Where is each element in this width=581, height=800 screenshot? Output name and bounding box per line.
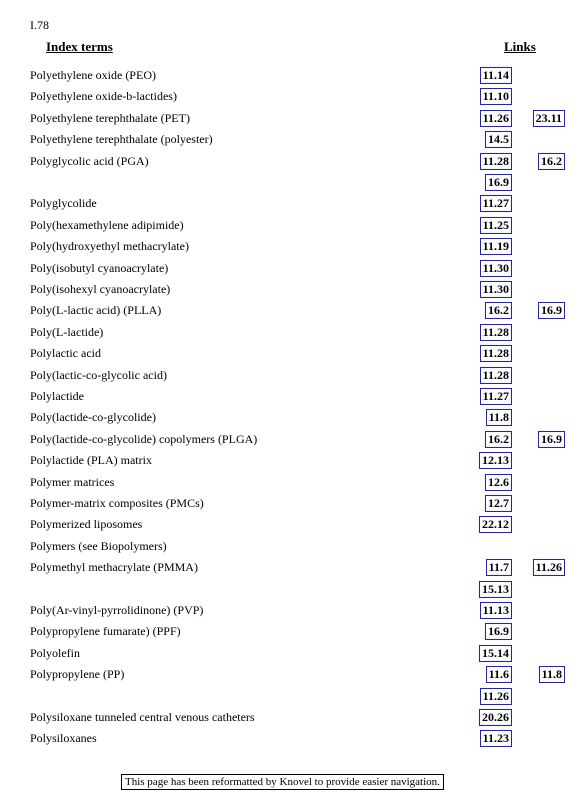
page-link[interactable]: 16.2 bbox=[538, 152, 565, 170]
index-term: Poly(lactide-co-glycolide) bbox=[30, 410, 156, 425]
index-term: Polylactide (PLA) matrix bbox=[30, 453, 152, 468]
index-term: Polyethylene oxide (PEO) bbox=[30, 68, 156, 82]
index-term: Poly(Ar-vinyl-pyrrolidinone) (PVP) bbox=[30, 603, 204, 617]
index-term: Polypropylene fumarate) (PPF) bbox=[30, 624, 181, 639]
page-link[interactable]: 22.12 bbox=[479, 516, 512, 534]
page-link[interactable]: 11.19 bbox=[479, 238, 512, 256]
page-link[interactable]: 11.25 bbox=[479, 216, 512, 234]
page-link[interactable]: 11.28 bbox=[479, 366, 512, 384]
page-link[interactable]: 20.26 bbox=[479, 709, 512, 726]
page-link[interactable]: 11.26 bbox=[479, 109, 512, 127]
links-heading: Links bbox=[504, 39, 536, 54]
page-link[interactable]: 11.14 bbox=[479, 67, 512, 84]
page-link[interactable]: 16.9 bbox=[485, 174, 512, 191]
page-link[interactable]: 11.23 bbox=[479, 730, 512, 748]
page-link[interactable]: 11.6 bbox=[485, 666, 512, 684]
page-link[interactable]: 16.9 bbox=[538, 302, 565, 320]
index-term: Polyglycolic acid (PGA) bbox=[30, 153, 149, 168]
page-link[interactable]: 12.6 bbox=[485, 473, 512, 491]
page-link[interactable]: 11.28 bbox=[479, 152, 512, 170]
page-link[interactable]: 11.28 bbox=[479, 345, 512, 363]
terms-heading: Index terms bbox=[46, 39, 113, 54]
index-term: Poly(hydroxyethyl methacrylate) bbox=[30, 239, 189, 254]
page-link[interactable]: 16.9 bbox=[485, 623, 512, 641]
index-term: Poly(isohexyl cyanoacrylate) bbox=[30, 282, 171, 296]
page-link[interactable]: 11.10 bbox=[479, 88, 512, 106]
page-link[interactable]: 11.30 bbox=[479, 259, 512, 277]
page-number: I.78 bbox=[30, 18, 49, 32]
page-link[interactable]: 12.7 bbox=[485, 495, 512, 512]
index-term: Polyolefin bbox=[30, 645, 80, 660]
page-link[interactable]: 16.2 bbox=[485, 302, 512, 320]
page-link[interactable]: 16.9 bbox=[538, 430, 565, 448]
page-link[interactable]: 11.30 bbox=[479, 281, 512, 298]
index-term: Polysiloxane tunneled central venous cat… bbox=[30, 710, 255, 724]
page-link[interactable]: 11.7 bbox=[485, 559, 512, 577]
index-term: Polyethylene oxide-b-lactides) bbox=[30, 89, 177, 104]
index-term: Polymethyl methacrylate (PMMA) bbox=[30, 560, 198, 575]
page-link[interactable]: 15.13 bbox=[479, 580, 512, 598]
index-term: Polylactide bbox=[30, 389, 84, 403]
page-link[interactable]: 12.13 bbox=[479, 452, 512, 470]
page-link[interactable]: 11.26 bbox=[532, 559, 565, 577]
index-term: Polyethylene terephthalate (polyester) bbox=[30, 132, 213, 147]
index-term: Poly(isobutyl cyanoacrylate) bbox=[30, 260, 169, 275]
page-link[interactable]: 11.28 bbox=[479, 323, 512, 341]
footer-note: This page has been reformatted by Knovel… bbox=[121, 774, 444, 790]
index-term: Poly(L-lactide) bbox=[30, 324, 104, 339]
page-link[interactable]: 16.2 bbox=[485, 430, 512, 448]
index-term: Polymerized liposomes bbox=[30, 517, 143, 532]
index-term: Polymer matrices bbox=[30, 474, 115, 489]
index-term: Poly(lactide-co-glycolide) copolymers (P… bbox=[30, 431, 258, 446]
page-link[interactable]: 11.13 bbox=[479, 602, 512, 619]
page-link[interactable]: 11.8 bbox=[485, 409, 512, 427]
index-term: Polyethylene terephthalate (PET) bbox=[30, 110, 190, 125]
page-link[interactable]: 11.27 bbox=[479, 195, 512, 213]
page-link[interactable]: 23.11 bbox=[532, 109, 565, 127]
index-term: Polymers (see Biopolymers) bbox=[30, 538, 167, 553]
page-link[interactable]: 11.8 bbox=[538, 666, 565, 684]
index-term: Polysiloxanes bbox=[30, 731, 97, 746]
page-link[interactable]: 14.5 bbox=[485, 131, 512, 149]
index-term: Poly(L-lactic acid) (PLLA) bbox=[30, 303, 162, 318]
index-term: Poly(lactic-co-glycolic acid) bbox=[30, 367, 167, 382]
page-link[interactable]: 15.14 bbox=[479, 644, 512, 662]
index-term: Polyglycolide bbox=[30, 196, 97, 211]
index-term: Polylactic acid bbox=[30, 346, 101, 361]
index-term: Poly(hexamethylene adipimide) bbox=[30, 217, 184, 232]
page-link[interactable]: 11.26 bbox=[479, 687, 512, 705]
page-link[interactable]: 11.27 bbox=[479, 388, 512, 405]
index-term: Polypropylene (PP) bbox=[30, 667, 125, 682]
index-term: Polymer-matrix composites (PMCs) bbox=[30, 496, 204, 510]
